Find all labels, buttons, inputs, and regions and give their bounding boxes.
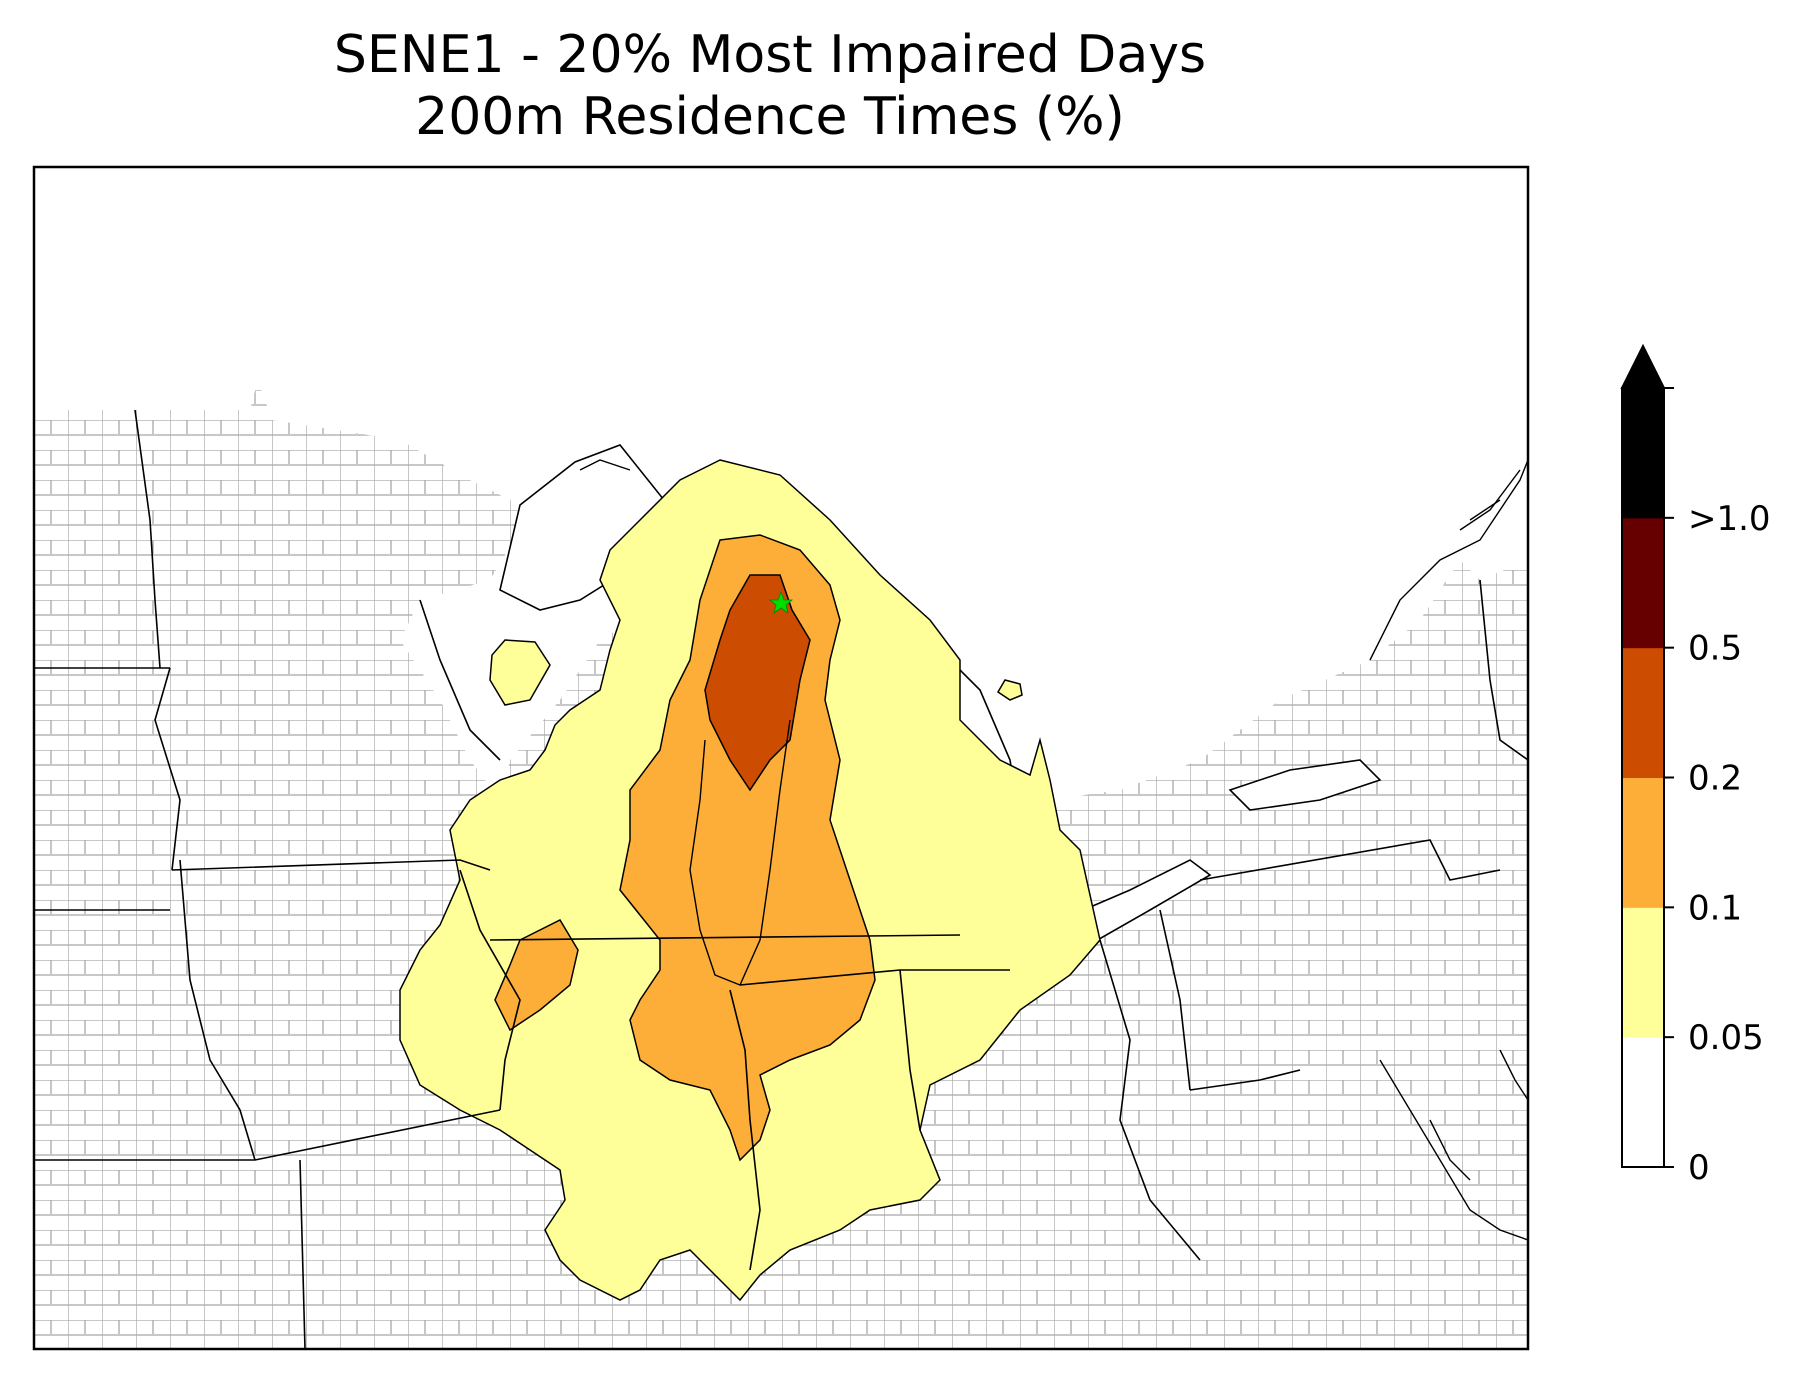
colorbar-label-3: 0.2: [1688, 759, 1742, 799]
colorbar-label-1: 0.05: [1688, 1018, 1764, 1058]
contour-02: [704, 574, 811, 792]
title-line-2: 200m Residence Times (%): [415, 87, 1125, 147]
colorbar-label-4: 0.5: [1688, 629, 1742, 669]
colorbar-label-5: >1.0: [1688, 499, 1771, 539]
colorbar-band-1: [1622, 907, 1664, 1038]
contour-01-island-west: [494, 919, 579, 1032]
map-area: [34, 380, 1528, 1349]
contour-005-island-wi: [489, 639, 551, 706]
colorbar-band-3: [1622, 647, 1664, 778]
colorbar: 0 0.05 0.1 0.2 0.5 >1.0: [1620, 343, 1771, 1188]
state-boundaries: [34, 409, 1528, 1349]
site-marker: [768, 590, 794, 614]
colorbar-band-0: [1622, 1037, 1664, 1168]
colorbar-extend-arrow: [1620, 343, 1666, 389]
site-star-icon: [768, 590, 794, 614]
colorbar-label-0: 0: [1688, 1148, 1710, 1188]
coast-lines: [579, 459, 1528, 1241]
colorbar-band-5: [1622, 388, 1664, 519]
lake-ontario: [1228, 759, 1382, 811]
map-frame: [32, 165, 1530, 1351]
colorbar-band-2: [1622, 777, 1664, 908]
map-title: SENE1 - 20% Most Impaired Days 200m Resi…: [0, 24, 1540, 148]
colorbar-band-4: [1622, 517, 1664, 649]
colorbar-label-2: 0.1: [1688, 888, 1742, 928]
title-line-1: SENE1 - 20% Most Impaired Days: [333, 25, 1207, 85]
contour-01: [619, 534, 876, 1162]
contour-005-island-huron: [996, 679, 1023, 701]
lake-michigan-shore: [689, 719, 791, 986]
